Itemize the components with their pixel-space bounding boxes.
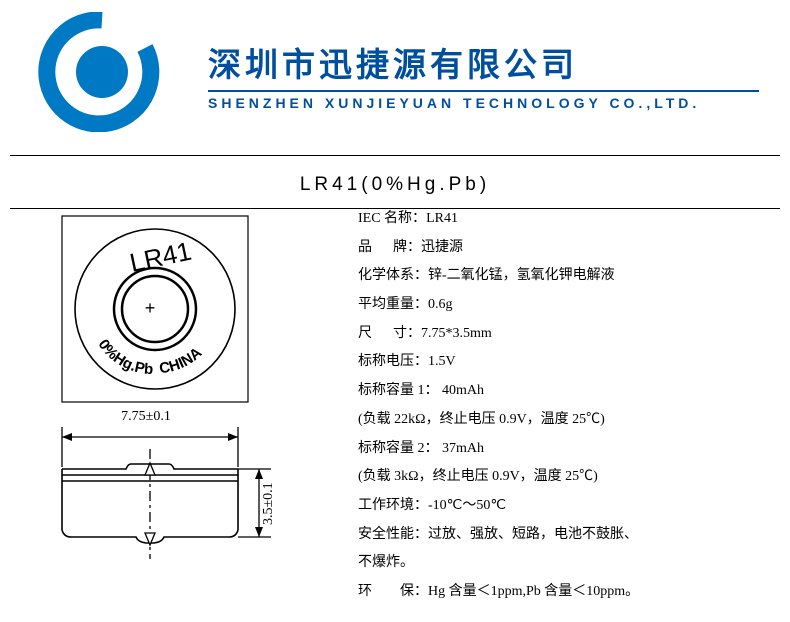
spec-label: 标称容量 1： [358,377,439,406]
header: 深圳市迅捷源有限公司 SHENZHEN XUNJIEYUAN TECHNOLOG… [0,0,790,147]
spec-row: 标称电压：1.5V [358,348,780,377]
spec-row: (负载 3kΩ，终止电压 0.9V，温度 25℃) [358,463,780,492]
spec-label: 工作环境： [358,492,428,521]
height-dimension: 3.5±0.1 [261,482,276,525]
spec-label: 安全性能： [358,521,428,550]
battery-topview: + LR41 0%Hg.Pb CHINA [60,214,250,409]
spec-value: LR41 [426,205,458,234]
spec-label: 平均重量： [358,291,428,320]
company-name-en: SHENZHEN XUNJIEYUAN TECHNOLOGY CO.,LTD. [208,95,770,111]
spec-value: 锌-二氧化锰，氢氧化钾电解液 [428,262,615,291]
spec-row: (负载 22kΩ，终止电压 0.9V，温度 25℃) [358,406,780,435]
spec-value: 过放、强放、短路，电池不鼓胀、 [428,521,638,550]
spec-row: 尺 寸：7.75*3.5mm [358,320,780,349]
spec-value: -10℃～50℃ [428,492,506,521]
spec-label: 环 保： [358,578,428,607]
spec-value: 迅捷源 [421,234,463,263]
spec-label: 标称电压： [358,348,428,377]
spec-label: IEC 名称： [358,205,426,234]
svg-text:0%Hg.Pb: 0%Hg.Pb [95,336,154,378]
spec-value: (负载 3kΩ，终止电压 0.9V，温度 25℃) [358,463,598,492]
spec-value: 不爆炸。 [358,549,414,578]
svg-text:LR41: LR41 [127,236,194,278]
spec-row: 平均重量：0.6g [358,291,780,320]
spec-value: (负载 22kΩ，终止电压 0.9V，温度 25℃) [358,406,605,435]
spec-row: 不爆炸。 [358,549,780,578]
spec-row: 环 保：Hg 含量＜1ppm,Pb 含量＜10ppm。 [358,578,780,607]
width-dimension: 7.75±0.1 [56,409,236,425]
diagram-panel: + LR41 0%Hg.Pb CHINA 7.75±0.1 [10,209,340,611]
spec-row: 工作环境：-10℃～50℃ [358,492,780,521]
battery-dimensions: 7.75±0.1 [56,409,296,572]
spec-value: 1.5V [428,348,456,377]
spec-value: Hg 含量＜1ppm,Pb 含量＜10ppm。 [428,578,639,607]
spec-row: 标称容量 2： 37mAh [358,435,780,464]
spec-label: 品 牌： [358,234,421,263]
spec-row: 化学体系：锌-二氧化锰，氢氧化钾电解液 [358,262,780,291]
spec-row: IEC 名称：LR41 [358,205,780,234]
spec-label: 尺 寸： [358,320,421,349]
spec-row: 安全性能：过放、强放、短路，电池不鼓胀、 [358,521,780,550]
spec-value: 7.75*3.5mm [421,320,492,349]
spec-label: 化学体系： [358,262,428,291]
company-logo [28,12,178,137]
spec-list: IEC 名称：LR41 品 牌：迅捷源 化学体系：锌-二氧化锰，氢氧化钾电解液 … [340,205,780,607]
spec-value: 0.6g [428,291,453,320]
spec-value: 37mAh [439,435,485,464]
spec-row: 标称容量 1： 40mAh [358,377,780,406]
company-text: 深圳市迅捷源有限公司 SHENZHEN XUNJIEYUAN TECHNOLOG… [178,38,770,111]
main-content: + LR41 0%Hg.Pb CHINA 7.75±0.1 [0,209,790,611]
content-divider [10,155,780,156]
spec-row: 品 牌：迅捷源 [358,234,780,263]
spec-label: 标称容量 2： [358,435,439,464]
company-divider [208,90,759,92]
battery-plus-icon: + [145,298,156,318]
company-name-cn: 深圳市迅捷源有限公司 [208,38,770,86]
product-title: LR41(0%Hg.Pb) [0,174,790,196]
spec-value: 40mAh [439,377,485,406]
